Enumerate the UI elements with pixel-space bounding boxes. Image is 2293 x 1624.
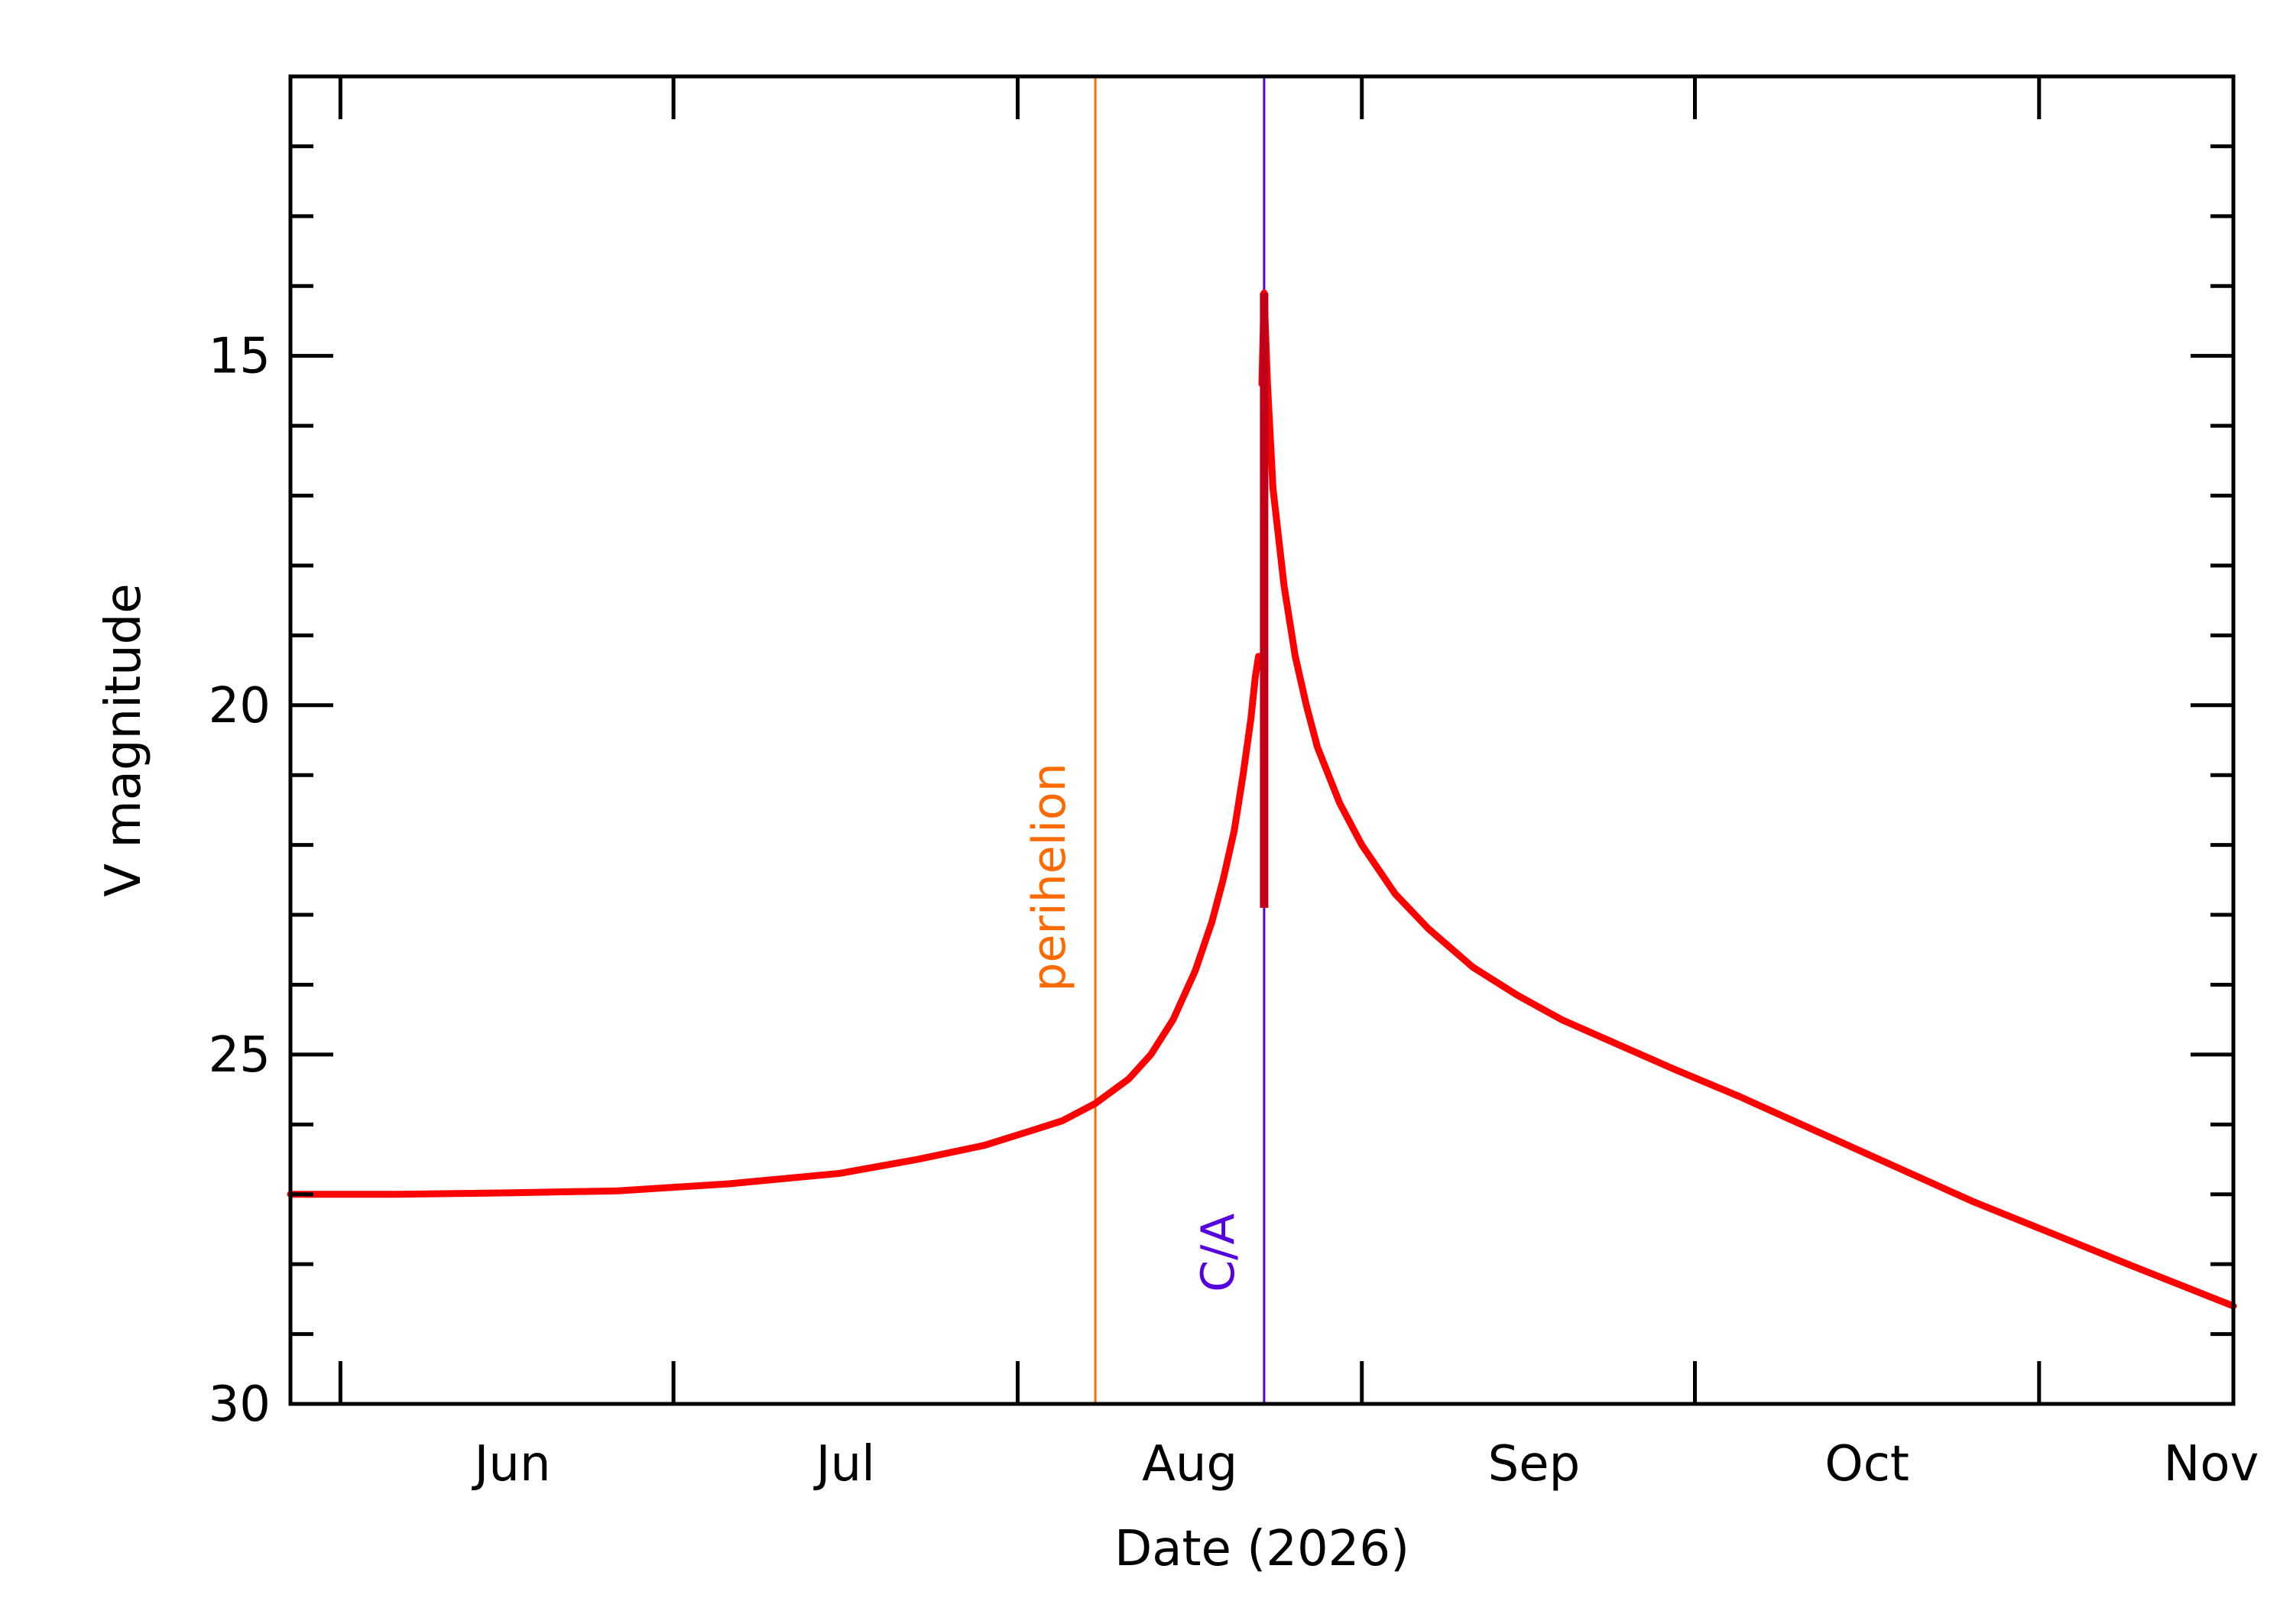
plot-frame (288, 74, 2236, 1406)
marker-label: perihelion (1023, 763, 1076, 991)
marker-label: C/A (1192, 1214, 1245, 1292)
tick-labels: 15 20 25 30 Jun Jul Aug Sep Oct Nov (209, 329, 2259, 1493)
series-layer (287, 289, 2237, 1310)
x-tick-label: Jul (813, 1436, 875, 1493)
magnitude-series-line (1258, 289, 2237, 1310)
y-tick-label: 30 (209, 1376, 271, 1433)
magnitude-series-line (287, 653, 1263, 1198)
y-tick-label: 15 (209, 329, 271, 385)
x-tick-label: Aug (1142, 1436, 1237, 1493)
x-tick-label: Sep (1488, 1436, 1581, 1493)
x-tick-label: Jun (472, 1436, 551, 1493)
y-tick-label: 25 (209, 1027, 271, 1084)
y-axis-title: V magnitude (96, 583, 152, 896)
event-markers: perihelion C/A (1023, 76, 1266, 1404)
x-tick-label: Nov (2163, 1436, 2259, 1493)
axis-ticks (290, 74, 2233, 1406)
x-axis-title: Date (2026) (1114, 1521, 1409, 1577)
x-tick-label: Oct (1824, 1436, 1909, 1493)
y-tick-label: 20 (209, 678, 271, 734)
